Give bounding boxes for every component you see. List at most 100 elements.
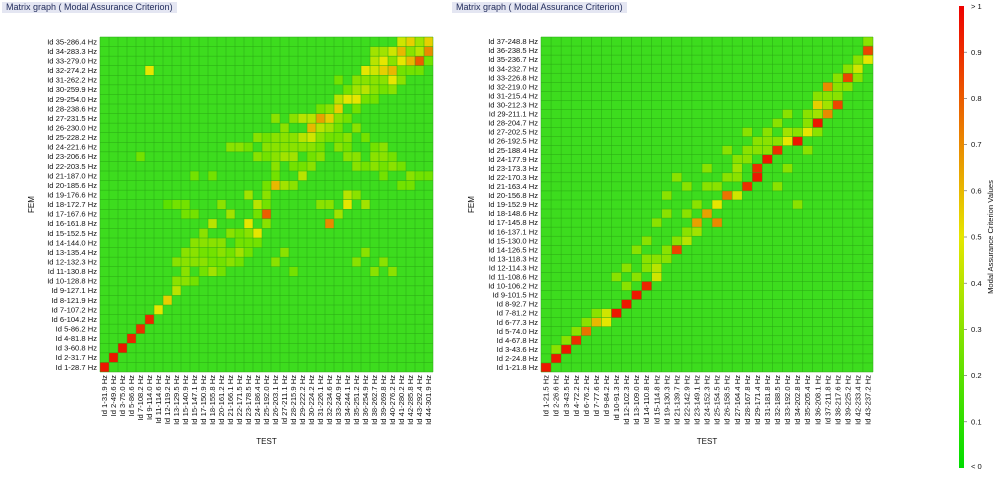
chart-1-y-tick-label: Id 13-135.4 Hz xyxy=(47,248,97,257)
chart-1-x-tick-label: Id 31-226.1 Hz xyxy=(316,375,325,425)
chart-1-cell xyxy=(172,257,181,267)
chart-2-x-tick-label: Id 28-167.8 Hz xyxy=(743,375,752,425)
chart-2-cell xyxy=(752,145,763,155)
chart-1-cell xyxy=(361,84,370,95)
chart-2-y-tick-label: Id 21-163.4 Hz xyxy=(488,182,538,191)
chart-1-cell xyxy=(244,218,253,229)
chart-1-y-tick-label: Id 22-203.5 Hz xyxy=(47,162,97,171)
chart-2-cell xyxy=(812,127,823,137)
chart-1-cell xyxy=(397,180,406,191)
chart-1-cell xyxy=(307,161,316,171)
chart-1-cell xyxy=(370,46,379,57)
chart-1-y-tick-label: Id 15-152.5 Hz xyxy=(47,229,97,238)
chart-1-x-tick-label: Id 1-31.9 Hz xyxy=(100,375,109,417)
chart-1-cell xyxy=(253,228,262,238)
chart-2-y-tick-label: Id 26-192.5 Hz xyxy=(488,137,538,146)
chart-1-x-tick-label: Id 33-240.9 Hz xyxy=(334,375,343,425)
chart-1-x-tick-label: Id 17-150.9 Hz xyxy=(199,375,208,425)
chart-2-cell xyxy=(812,100,823,110)
chart-1-cell xyxy=(325,104,334,114)
chart-2-cell xyxy=(722,145,733,155)
chart-2-cell xyxy=(822,82,833,92)
chart-2-cell xyxy=(752,172,763,182)
chart-2-x-tick-label: Id 27-164.4 Hz xyxy=(733,375,742,425)
chart-2-y-tick-label: Id 11-108.6 Hz xyxy=(489,273,538,282)
chart-1-cell xyxy=(244,190,253,200)
chart-1-cell xyxy=(289,266,298,277)
chart-2-cell xyxy=(541,362,552,372)
chart-1-cell xyxy=(397,65,406,76)
chart-2-x-tick-label: Id 10-91.3 Hz xyxy=(612,375,621,421)
chart-1-cell xyxy=(370,161,379,171)
chart-2-y-tick-label: Id 34-232.7 Hz xyxy=(488,64,538,73)
chart-2-x-tick-label: Id 36-208.1 Hz xyxy=(813,375,822,425)
chart-1-cell xyxy=(388,151,397,162)
chart-1-cell xyxy=(181,276,190,286)
chart-2-y-tick-label: Id 14-126.5 Hz xyxy=(488,245,538,254)
chart-1-cell xyxy=(406,37,415,47)
chart-2-y-tick-label: Id 30-212.3 Hz xyxy=(488,101,538,110)
chart-2-cell xyxy=(842,64,853,74)
chart-1-cell xyxy=(361,75,370,85)
chart-1-y-tick-label: Id 7-107.2 Hz xyxy=(51,305,97,314)
chart-2-cell xyxy=(691,218,702,228)
chart-1-cell xyxy=(181,266,190,277)
colorbar-tick-label: 0.8 xyxy=(971,94,982,103)
chart-1-cell xyxy=(406,56,415,66)
chart-1-cell xyxy=(100,362,109,372)
chart-1-cell xyxy=(163,295,172,305)
chart-1-x-tick-label: Id 35-251.2 Hz xyxy=(352,375,361,425)
chart-1-cell xyxy=(235,142,244,152)
chart-1-cell xyxy=(316,123,325,133)
chart-2-cell xyxy=(601,317,612,327)
chart-1-cell xyxy=(361,199,370,210)
chart-1-cell xyxy=(289,151,298,162)
chart-1-cell xyxy=(361,247,370,258)
chart-1-cell xyxy=(289,161,298,171)
chart-1-cell xyxy=(280,132,289,143)
chart-2-cell xyxy=(661,245,672,255)
chart-2-cell xyxy=(802,118,813,128)
chart-1-cell xyxy=(361,132,370,143)
chart-2-cell xyxy=(611,272,622,282)
chart-1-cell xyxy=(370,65,379,76)
chart-2-cell xyxy=(571,335,582,345)
chart-2-cell xyxy=(732,154,743,164)
chart-2-cell xyxy=(832,91,843,101)
chart-2-x-tick-label: Id 29-171.4 Hz xyxy=(753,375,762,425)
chart-2-cell xyxy=(681,181,692,191)
chart-1-x-tick-label: Id 13-129.5 Hz xyxy=(172,375,181,425)
chart-2-cell xyxy=(671,172,682,182)
chart-1-cell xyxy=(343,132,352,143)
chart-2-cell xyxy=(691,199,702,210)
chart-2-y-tick-label: Id 3-43.6 Hz xyxy=(497,345,539,354)
colorbar-label: Modal Assurance Criterion Values xyxy=(986,180,995,294)
chart-2-x-tick-label: Id 6-76.2 Hz xyxy=(582,375,591,417)
chart-2-y-tick-label: Id 19-152.9 Hz xyxy=(488,200,538,209)
chart-1-y-tick-label: Id 20-185.6 Hz xyxy=(47,181,97,190)
chart-2-cell xyxy=(581,326,592,336)
chart-2-cell xyxy=(772,118,783,128)
chart-1-cell xyxy=(226,228,235,238)
chart-2-cell xyxy=(651,272,662,282)
chart-1-cell xyxy=(361,65,370,76)
chart-1-x-axis-label: TEST xyxy=(256,437,277,446)
chart-2-x-tick-label: Id 3-43.5 Hz xyxy=(562,375,571,417)
chart-1-cell xyxy=(235,238,244,248)
chart-1-cell xyxy=(352,257,361,267)
chart-1-cell xyxy=(316,199,325,210)
chart-2-cell xyxy=(742,145,753,155)
chart-1-x-tick-label: Id 30-224.2 Hz xyxy=(307,375,316,425)
chart-2-cell xyxy=(712,199,723,210)
chart-2-cell xyxy=(631,290,642,300)
chart-2-x-tick-label: Id 31-181.8 Hz xyxy=(763,375,772,425)
chart-1-cell xyxy=(325,199,334,210)
chart-1-cell xyxy=(424,56,433,66)
chart-1-cell xyxy=(226,142,235,152)
chart-1-y-tick-label: Id 9-127.1 Hz xyxy=(51,286,97,295)
chart-1-y-tick-label: Id 11-130.8 Hz xyxy=(48,267,97,276)
chart-2-cell xyxy=(641,263,652,273)
chart-1-cell xyxy=(127,333,136,344)
chart-1-cell xyxy=(271,171,280,181)
